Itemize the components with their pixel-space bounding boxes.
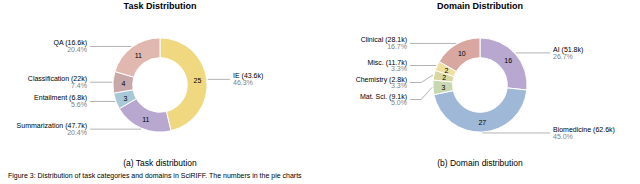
svg-text:7.4%: 7.4% — [71, 82, 87, 89]
svg-text:26.7%: 26.7% — [553, 53, 573, 60]
svg-text:Biomedicine (62.6k): Biomedicine (62.6k) — [553, 126, 615, 133]
svg-text:11: 11 — [135, 52, 142, 59]
svg-text:Misc. (11.7k): Misc. (11.7k) — [367, 58, 407, 66]
svg-text:AI (51.8k): AI (51.8k) — [553, 45, 584, 53]
svg-text:11: 11 — [142, 116, 149, 123]
svg-text:Classification (22k): Classification (22k) — [27, 75, 87, 83]
svg-text:10: 10 — [458, 50, 466, 57]
svg-text:Entailment (6.8k): Entailment (6.8k) — [34, 94, 87, 102]
svg-text:2: 2 — [442, 74, 446, 81]
svg-text:5.0%: 5.0% — [391, 99, 407, 106]
svg-text:25: 25 — [194, 77, 202, 84]
svg-text:16.7%: 16.7% — [387, 43, 407, 50]
svg-text:Summarization (47.7k): Summarization (47.7k) — [16, 122, 87, 130]
svg-text:5.6%: 5.6% — [71, 101, 87, 108]
svg-text:20.4%: 20.4% — [67, 129, 87, 136]
svg-text:20.4%: 20.4% — [67, 46, 87, 53]
html-text:Figure 3: Distribution of task: Figure 3: Distribution of task categorie… — [8, 172, 302, 179]
svg-text:3: 3 — [441, 84, 445, 91]
svg-text:27: 27 — [478, 119, 486, 126]
html-text:(b) Domain distribution: (b) Domain distribution — [437, 158, 523, 168]
html-text:Task Distribution: Task Distribution — [123, 1, 197, 11]
svg-text:46.3%: 46.3% — [233, 79, 253, 86]
html-text:(a) Task distribution: (a) Task distribution — [123, 158, 197, 168]
svg-text:45.0%: 45.0% — [553, 133, 573, 140]
svg-text:Clinical (28.1k): Clinical (28.1k) — [360, 36, 407, 44]
svg-text:IE (43.6k): IE (43.6k) — [233, 72, 264, 80]
svg-text:16: 16 — [504, 57, 512, 64]
svg-text:3.3%: 3.3% — [391, 65, 407, 72]
svg-text:QA (16.6k): QA (16.6k) — [53, 39, 87, 47]
svg-text:2: 2 — [445, 67, 449, 74]
svg-text:3: 3 — [124, 94, 128, 101]
svg-text:3.3%: 3.3% — [391, 82, 407, 89]
svg-text:4: 4 — [121, 80, 125, 87]
svg-text:Mat. Sci. (9.1k): Mat. Sci. (9.1k) — [359, 92, 407, 100]
svg-text:Chemistry (2.8k): Chemistry (2.8k) — [355, 75, 407, 83]
html-text:Domain Distribution: Domain Distribution — [437, 1, 523, 11]
